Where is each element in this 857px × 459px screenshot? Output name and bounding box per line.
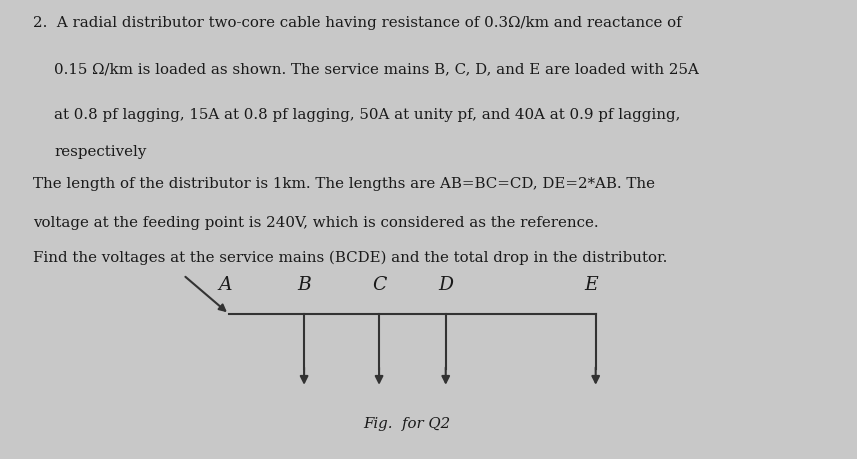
Text: Fig.  for Q2: Fig. for Q2 [363, 417, 450, 431]
Text: A: A [219, 276, 231, 294]
Text: Find the voltages at the service mains (BCDE) and the total drop in the distribu: Find the voltages at the service mains (… [33, 250, 668, 264]
Text: E: E [584, 276, 598, 294]
Text: respectively: respectively [54, 145, 147, 158]
Text: 0.15 Ω/km is loaded as shown. The service mains B, C, D, and E are loaded with 2: 0.15 Ω/km is loaded as shown. The servic… [54, 62, 699, 76]
Text: The length of the distributor is 1km. The lengths are AB=BC=CD, DE=2*AB. The: The length of the distributor is 1km. Th… [33, 177, 656, 190]
Text: B: B [297, 276, 311, 294]
Text: C: C [372, 276, 387, 294]
Text: at 0.8 pf lagging, 15A at 0.8 pf lagging, 50A at unity pf, and 40A at 0.9 pf lag: at 0.8 pf lagging, 15A at 0.8 pf lagging… [54, 108, 680, 122]
Text: 2.  A radial distributor two-core cable having resistance of 0.3Ω/km and reactan: 2. A radial distributor two-core cable h… [33, 16, 682, 30]
Text: voltage at the feeding point is 240V, which is considered as the reference.: voltage at the feeding point is 240V, wh… [33, 216, 599, 230]
Text: D: D [438, 276, 453, 294]
